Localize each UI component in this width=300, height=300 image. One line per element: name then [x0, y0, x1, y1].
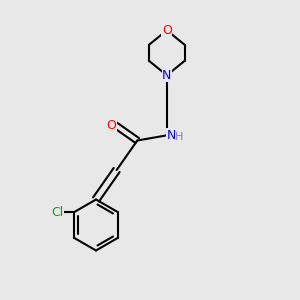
Text: O: O: [106, 118, 116, 131]
Text: Cl: Cl: [51, 206, 64, 219]
Text: H: H: [175, 132, 184, 142]
Text: O: O: [162, 24, 172, 37]
Text: N: N: [162, 69, 172, 82]
Text: N: N: [167, 129, 176, 142]
